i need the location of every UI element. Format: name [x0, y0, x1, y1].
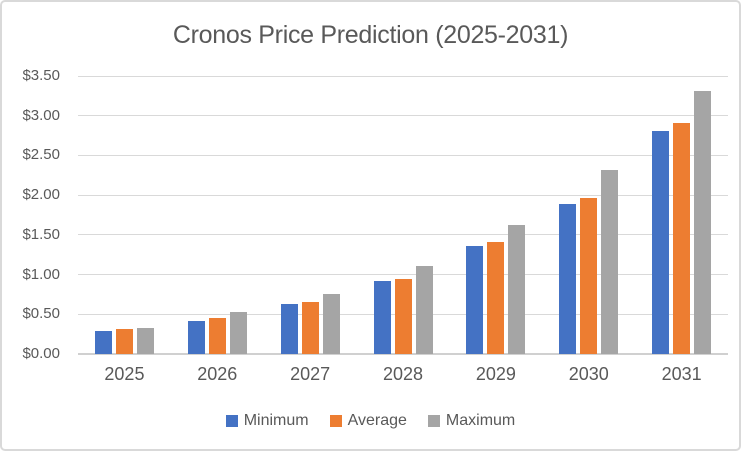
- bar-average-2028: [394, 278, 412, 354]
- y-tick-label: $2.50: [22, 146, 60, 164]
- bar-group-2027: [264, 76, 357, 354]
- bar-minimum-2030: [559, 203, 577, 354]
- y-tick-label: $2.00: [22, 186, 60, 204]
- chart-title: Cronos Price Prediction (2025-2031): [172, 21, 569, 49]
- bar-maximum-2025: [136, 327, 154, 354]
- bar-minimum-2029: [466, 246, 484, 354]
- legend: Minimum Average Maximum: [0, 408, 741, 434]
- bar-maximum-2028: [415, 265, 433, 354]
- legend-marker-icon: [329, 415, 342, 427]
- gridline: [78, 154, 728, 156]
- legend-marker-icon: [225, 415, 238, 427]
- bar-group-2026: [171, 76, 264, 354]
- bar-maximum-2029: [508, 224, 526, 354]
- bar-minimum-2031: [652, 130, 670, 354]
- y-tick-label: $3.00: [22, 106, 60, 124]
- plot-area: [78, 75, 728, 355]
- x-axis-line: [78, 353, 728, 355]
- x-tick-label-2031: 2031: [661, 364, 702, 384]
- bar-maximum-2027: [322, 293, 340, 354]
- x-tick-label-2028: 2028: [382, 364, 424, 384]
- bar-group-2025: [78, 76, 171, 354]
- y-tick-label: $3.50: [22, 67, 60, 84]
- y-axis: $0.00 $0.50 $1.00 $1.50 $2.00 $2.50 $3.00 $3.50: [8, 67, 60, 362]
- x-tick-label-2029: 2029: [475, 364, 516, 384]
- bar-minimum-2027: [280, 304, 298, 354]
- legend-item-maximum: Maximum: [427, 412, 516, 430]
- bar-average-2030: [580, 198, 598, 354]
- bar-minimum-2028: [373, 280, 391, 354]
- legend-label: Minimum: [243, 412, 309, 429]
- bar-maximum-2030: [601, 169, 619, 354]
- x-tick-label-2030: 2030: [568, 364, 609, 384]
- bars-row: [78, 76, 728, 354]
- y-tick-label: $0.00: [22, 345, 60, 362]
- bar-minimum-2025: [94, 331, 112, 354]
- bar-group-2031: [635, 76, 728, 354]
- y-tick-label: $0.50: [22, 305, 60, 323]
- bar-group-2030: [542, 76, 635, 354]
- bar-average-2029: [487, 242, 505, 354]
- y-tick-label: $1.50: [22, 225, 60, 243]
- x-tick-label-2025: 2025: [104, 364, 145, 384]
- bar-average-2031: [673, 122, 691, 354]
- bar-group-2029: [449, 76, 542, 354]
- gridline: [78, 274, 728, 276]
- bar-average-2026: [208, 318, 226, 354]
- x-tick-label-2027: 2027: [290, 364, 331, 384]
- bar-average-2027: [301, 301, 319, 354]
- bar-group-2028: [357, 76, 450, 354]
- legend-label: Maximum: [445, 412, 516, 429]
- bar-minimum-2026: [187, 320, 205, 354]
- y-tick-label: $1.00: [22, 265, 60, 283]
- x-axis: 2025 2026 2027 2028 2029 2030 2031: [78, 363, 728, 385]
- bar-maximum-2031: [694, 91, 712, 354]
- legend-label: Average: [347, 412, 407, 429]
- bar-maximum-2026: [229, 311, 247, 354]
- bar-average-2025: [115, 329, 133, 354]
- legend-marker-icon: [427, 415, 440, 427]
- gridline: [78, 115, 728, 117]
- gridline: [78, 234, 728, 236]
- x-tick-label-2026: 2026: [197, 364, 238, 384]
- legend-item-average: Average: [329, 412, 407, 430]
- gridline: [78, 194, 728, 196]
- gridline: [78, 75, 728, 77]
- legend-item-minimum: Minimum: [225, 412, 309, 430]
